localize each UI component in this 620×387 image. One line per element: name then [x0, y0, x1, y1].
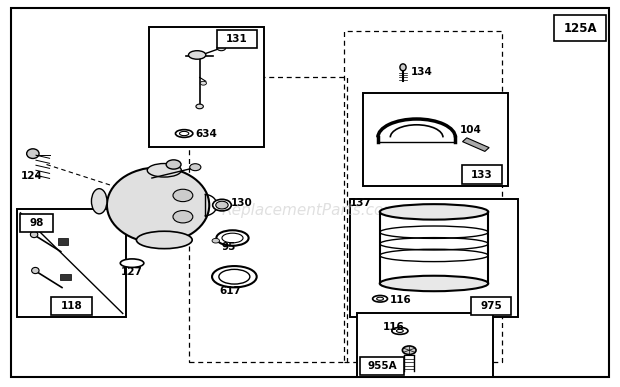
Text: 955A: 955A: [367, 361, 397, 371]
Text: 95: 95: [221, 241, 236, 252]
Text: 617: 617: [219, 286, 242, 296]
Bar: [360, 357, 404, 375]
Ellipse shape: [188, 51, 206, 59]
Bar: [17, 209, 126, 317]
Text: 137: 137: [350, 198, 372, 208]
Ellipse shape: [120, 259, 144, 267]
Bar: [350, 199, 518, 317]
Ellipse shape: [212, 266, 257, 287]
Bar: [363, 93, 508, 186]
Text: 125A: 125A: [563, 22, 597, 34]
Text: 975: 975: [480, 301, 502, 311]
Circle shape: [173, 211, 193, 223]
Circle shape: [212, 238, 219, 243]
Ellipse shape: [219, 269, 250, 284]
Circle shape: [217, 45, 226, 51]
Ellipse shape: [92, 189, 107, 214]
Text: 130: 130: [231, 198, 252, 208]
Bar: [344, 31, 502, 362]
Text: 133: 133: [471, 170, 493, 180]
Bar: [463, 138, 489, 151]
Ellipse shape: [379, 204, 489, 220]
Text: 634: 634: [195, 129, 217, 139]
Circle shape: [190, 164, 201, 171]
Text: 131: 131: [226, 34, 248, 44]
Ellipse shape: [148, 163, 182, 177]
Text: 134: 134: [411, 67, 433, 77]
Circle shape: [216, 201, 228, 209]
Text: 104: 104: [460, 125, 482, 135]
Ellipse shape: [402, 346, 416, 354]
Circle shape: [166, 160, 181, 169]
Bar: [217, 30, 257, 48]
Bar: [20, 214, 53, 232]
Bar: [51, 297, 92, 315]
Bar: [58, 238, 68, 245]
Text: 116: 116: [389, 295, 411, 305]
Text: 118: 118: [61, 301, 82, 311]
Circle shape: [173, 189, 193, 202]
Bar: [189, 77, 347, 362]
Text: 116: 116: [383, 322, 405, 332]
Ellipse shape: [379, 276, 489, 291]
Text: 124: 124: [20, 171, 43, 181]
Text: ReplacementParts.com: ReplacementParts.com: [221, 204, 399, 218]
Bar: [149, 27, 264, 147]
Ellipse shape: [107, 167, 210, 243]
Bar: [356, 313, 493, 377]
Circle shape: [200, 81, 206, 85]
Ellipse shape: [216, 230, 249, 246]
Ellipse shape: [136, 231, 192, 249]
Circle shape: [196, 104, 203, 109]
Ellipse shape: [400, 64, 406, 71]
Ellipse shape: [213, 199, 231, 211]
Bar: [462, 165, 502, 184]
Text: 127: 127: [121, 267, 143, 277]
Bar: [554, 15, 606, 41]
Text: 98: 98: [29, 218, 44, 228]
Ellipse shape: [32, 267, 39, 274]
Bar: [471, 297, 511, 315]
Ellipse shape: [30, 231, 38, 238]
Ellipse shape: [27, 149, 39, 159]
Bar: [60, 274, 71, 280]
Ellipse shape: [222, 233, 243, 243]
